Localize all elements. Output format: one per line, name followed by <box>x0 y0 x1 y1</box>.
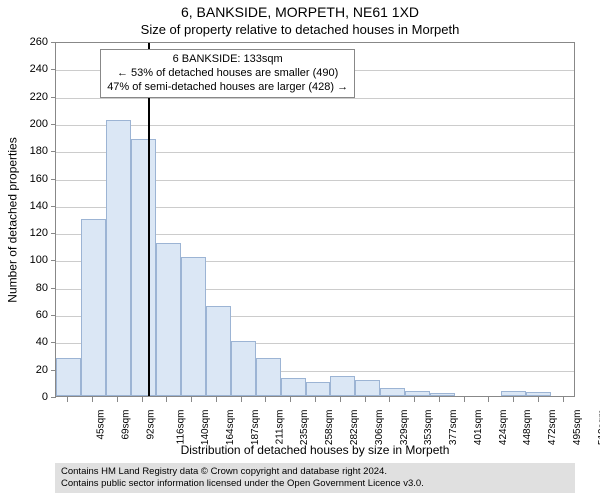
x-tick-mark <box>216 397 217 402</box>
y-tick-label: 40 <box>0 336 48 348</box>
annotation-line-1: 6 BANKSIDE: 133sqm <box>107 53 348 67</box>
x-tick-label: 401sqm <box>473 410 484 446</box>
x-tick-label: 282sqm <box>349 410 360 446</box>
x-tick-mark <box>439 397 440 402</box>
x-tick-label: 116sqm <box>175 410 186 445</box>
histogram-bar <box>131 139 156 396</box>
caption-box: Contains HM Land Registry data © Crown c… <box>55 463 575 493</box>
y-tick-label: 160 <box>0 173 48 185</box>
histogram-bar <box>430 393 455 396</box>
y-tick-label: 180 <box>0 145 48 157</box>
x-tick-mark <box>315 397 316 402</box>
y-tick-label: 200 <box>0 118 48 130</box>
x-tick-mark <box>488 397 489 402</box>
x-tick-label: 495sqm <box>572 410 583 446</box>
figure-root: 6, BANKSIDE, MORPETH, NE61 1XD Size of p… <box>0 0 600 500</box>
histogram-bar <box>106 120 131 396</box>
x-tick-mark <box>414 397 415 402</box>
x-tick-label: 329sqm <box>399 410 410 446</box>
x-tick-mark <box>117 397 118 402</box>
histogram-bar <box>81 219 106 397</box>
x-tick-label: 187sqm <box>250 410 261 446</box>
x-tick-label: 472sqm <box>547 410 558 446</box>
y-tick-label: 80 <box>0 282 48 294</box>
annotation-box: 6 BANKSIDE: 133sqm ← 53% of detached hou… <box>100 49 355 98</box>
histogram-bar <box>256 358 281 396</box>
x-tick-mark <box>538 397 539 402</box>
x-tick-label: 353sqm <box>423 410 434 446</box>
x-tick-mark <box>340 397 341 402</box>
caption-line-2: Contains public sector information licen… <box>61 478 569 490</box>
histogram-bar <box>526 392 551 396</box>
x-tick-mark <box>513 397 514 402</box>
x-axis-label: Distribution of detached houses by size … <box>55 443 575 457</box>
x-tick-label: 424sqm <box>498 410 509 446</box>
x-tick-mark <box>389 397 390 402</box>
x-axis-ticks: 45sqm69sqm92sqm116sqm140sqm164sqm187sqm2… <box>55 398 575 442</box>
plot-area: 6 BANKSIDE: 133sqm ← 53% of detached hou… <box>55 42 575 397</box>
y-axis-ticks: 020406080100120140160180200220240260 <box>0 42 50 397</box>
y-tick-label: 220 <box>0 91 48 103</box>
x-tick-label: 306sqm <box>374 410 385 446</box>
page-title: 6, BANKSIDE, MORPETH, NE61 1XD <box>0 4 600 20</box>
y-tick-label: 100 <box>0 254 48 266</box>
x-tick-mark <box>191 397 192 402</box>
y-tick-label: 120 <box>0 227 48 239</box>
histogram-bar <box>380 388 405 396</box>
x-tick-mark <box>365 397 366 402</box>
x-tick-label: 211sqm <box>274 410 285 445</box>
histogram-bar <box>355 380 380 396</box>
y-tick-label: 20 <box>0 364 48 376</box>
x-tick-mark <box>241 397 242 402</box>
histogram-bar <box>56 358 81 396</box>
y-tick-label: 240 <box>0 63 48 75</box>
histogram-bar <box>281 378 306 396</box>
x-tick-mark <box>290 397 291 402</box>
x-tick-mark <box>67 397 68 402</box>
x-tick-mark <box>464 397 465 402</box>
histogram-bar <box>306 382 331 396</box>
page-subtitle: Size of property relative to detached ho… <box>0 22 600 37</box>
caption-line-1: Contains HM Land Registry data © Crown c… <box>61 466 569 478</box>
annotation-line-3: 47% of semi-detached houses are larger (… <box>107 81 348 95</box>
x-tick-label: 45sqm <box>96 410 107 440</box>
histogram-bar <box>405 391 430 396</box>
x-tick-mark <box>265 397 266 402</box>
x-tick-label: 69sqm <box>121 410 132 440</box>
histogram-bar <box>156 243 181 396</box>
x-tick-label: 164sqm <box>225 410 236 446</box>
x-tick-mark <box>166 397 167 402</box>
y-tick-label: 0 <box>0 391 48 403</box>
histogram-bar <box>206 306 231 396</box>
y-tick-label: 140 <box>0 200 48 212</box>
x-tick-label: 140sqm <box>201 410 212 446</box>
x-tick-mark <box>92 397 93 402</box>
x-tick-mark <box>142 397 143 402</box>
x-tick-label: 448sqm <box>522 410 533 446</box>
x-tick-label: 377sqm <box>448 410 459 446</box>
histogram-bar <box>231 341 256 396</box>
annotation-line-2: ← 53% of detached houses are smaller (49… <box>107 67 348 81</box>
x-tick-label: 235sqm <box>300 410 311 446</box>
x-tick-label: 258sqm <box>324 410 335 446</box>
y-tick-label: 60 <box>0 309 48 321</box>
x-tick-mark <box>563 397 564 402</box>
histogram-bar <box>501 391 526 396</box>
x-tick-label: 92sqm <box>145 410 156 440</box>
histogram-bar <box>330 376 355 396</box>
histogram-bar <box>181 257 206 396</box>
y-tick-label: 260 <box>0 36 48 48</box>
